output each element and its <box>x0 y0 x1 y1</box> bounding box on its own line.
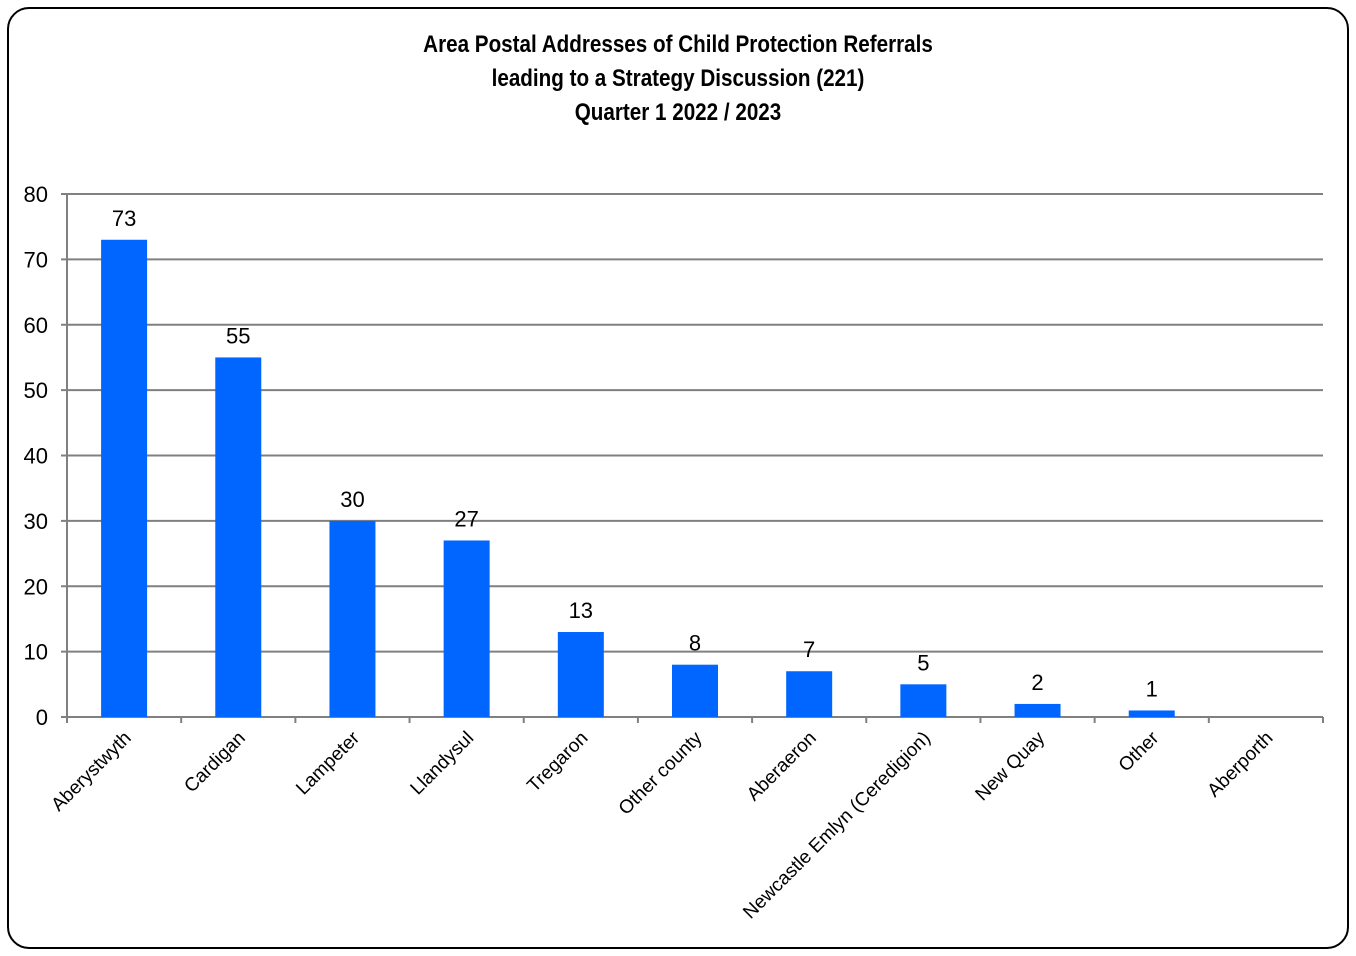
data-label-llandysul: 27 <box>454 506 478 531</box>
data-label-aberaeron: 7 <box>803 637 815 662</box>
y-tick-label: 0 <box>36 705 48 730</box>
x-tick-label-aberystwyth: Aberystwyth <box>48 728 136 816</box>
chart-title: Area Postal Addresses of Child Protectio… <box>95 28 1261 130</box>
x-tick-label-aberaeron: Aberaeron <box>743 728 821 806</box>
data-label-tregaron: 13 <box>569 598 593 623</box>
chart-title-line-3: Quarter 1 2022 / 2023 <box>574 99 782 126</box>
bar-other <box>1128 710 1175 717</box>
x-tick-label-cardigan: Cardigan <box>180 728 249 797</box>
data-label-cardigan: 55 <box>226 323 250 348</box>
data-label-newcastle-emlyn-ceredigion: 5 <box>917 650 929 675</box>
y-tick-label: 20 <box>24 574 48 599</box>
data-label-lampeter: 30 <box>340 487 364 512</box>
bar-other-county <box>672 664 718 717</box>
x-tick-label-newcastle-emlyn-ceredigion: Newcastle Emlyn (Ceredigion) <box>739 728 935 924</box>
chart-title-line-1: Area Postal Addresses of Child Protectio… <box>423 31 933 58</box>
x-tick-label-lampeter: Lampeter <box>292 727 364 799</box>
y-tick-label: 30 <box>24 509 48 534</box>
bar-new-quay <box>1014 703 1061 717</box>
y-tick-label: 50 <box>24 378 48 403</box>
bar-aberystwyth <box>101 239 148 717</box>
x-tick-label-llandysul: Llandysul <box>407 728 479 800</box>
x-tick-label-aberporth: Aberporth <box>1204 728 1278 802</box>
y-tick-label: 60 <box>24 313 48 338</box>
bar-aberaeron <box>786 671 833 717</box>
y-tick-label: 40 <box>24 444 48 469</box>
y-tick-label: 80 <box>24 182 48 207</box>
bars <box>101 239 1175 717</box>
x-tick-label-new-quay: New Quay <box>972 727 1050 805</box>
data-labels: 73 55 30 27 13 8 7 5 2 1 <box>112 206 1158 702</box>
bar-llandysul <box>443 540 490 717</box>
bar-newcastle-emlyn-ceredigion <box>900 684 947 717</box>
y-tick-label: 70 <box>24 247 48 272</box>
x-tick-label-tregaron: Tregaron <box>523 728 592 797</box>
data-label-other-county: 8 <box>689 631 701 656</box>
bar-cardigan <box>215 357 262 717</box>
bar-tregaron <box>557 632 604 717</box>
x-axis-ticks: Aberystwyth Cardigan Lampeter Llandysul Treg… <box>48 717 1324 924</box>
x-tick-label-other-county: Other county <box>615 727 707 819</box>
chart-title-line-2: leading to a Strategy Discussion (221) <box>491 65 865 92</box>
x-tick-label-other: Other <box>1115 727 1164 776</box>
y-tick-label: 10 <box>24 640 48 665</box>
bar-lampeter <box>329 520 376 717</box>
y-axis-ticks: 0 10 20 30 40 50 60 70 80 <box>24 182 67 730</box>
data-label-new-quay: 2 <box>1031 670 1043 695</box>
data-label-aberystwyth: 73 <box>112 206 136 231</box>
data-label-other: 1 <box>1146 676 1158 701</box>
